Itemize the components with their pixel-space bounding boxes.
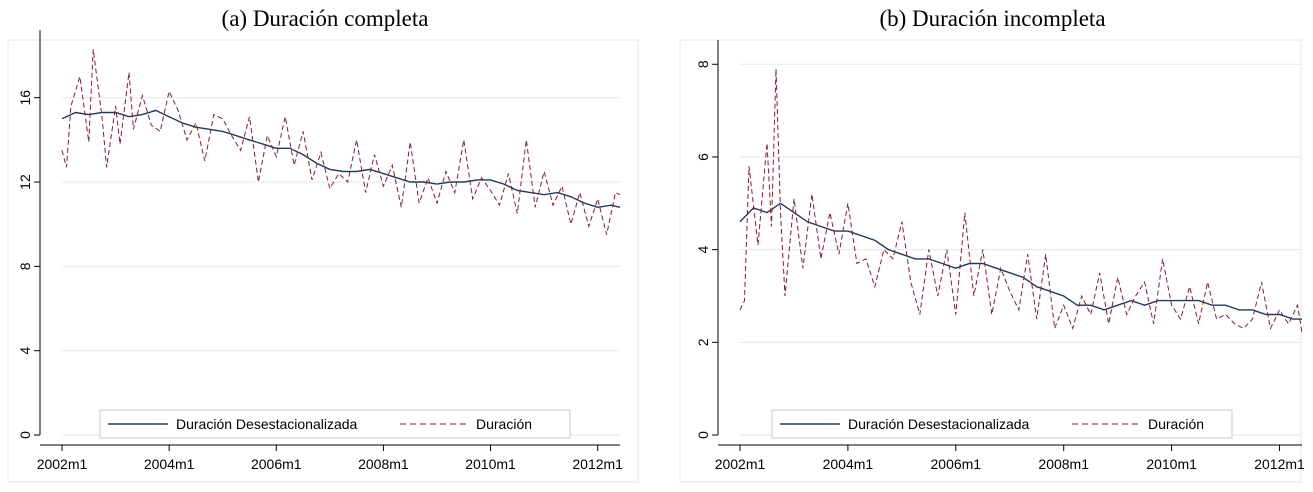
- chart-panel-a: (a) Duración completa 0 4 8 12 16 2002m1 2004m…: [0, 0, 650, 492]
- x-tick-label: 2008m1: [358, 456, 409, 472]
- x-tick-label: 2010m1: [465, 456, 516, 472]
- line-chart-a: 0 4 8 12 16 2002m1 2004m1 2006m1 2008m1 2010m1 201…: [7, 30, 639, 483]
- y-tick-label: 4: [17, 347, 33, 355]
- y-tick-label: 0: [17, 431, 33, 439]
- x-tick-label: 2008m1: [1038, 456, 1089, 472]
- y-tick-label: 0: [695, 431, 711, 439]
- x-tick-label: 2004m1: [823, 456, 874, 472]
- legend-box: [99, 409, 571, 439]
- y-tick-label: 2: [695, 338, 711, 346]
- x-tick-label: 2012m1: [1254, 456, 1305, 472]
- legend-label-0: Duración Desestacionalizada: [848, 416, 1030, 432]
- x-tick-label: 2006m1: [251, 456, 302, 472]
- legend-label-0: Duración Desestacionalizada: [176, 416, 358, 432]
- y-tick-label: 4: [695, 246, 711, 254]
- chart-frame: [7, 39, 639, 483]
- x-tick-label: 2002m1: [715, 456, 766, 472]
- y-tick-label: 12: [17, 174, 33, 190]
- series-line-1: [61, 49, 621, 235]
- legend-box: [771, 409, 1233, 439]
- y-tick-label: 6: [695, 153, 711, 161]
- y-tick-label: 8: [17, 262, 33, 270]
- x-tick-label: 2004m1: [144, 456, 195, 472]
- x-tick-label: 2010m1: [1146, 456, 1197, 472]
- legend-label-1: Duración: [476, 416, 532, 432]
- chart-panel-b: (b) Duración incompleta 0 2 4 6 8 2002m1 2004m…: [672, 0, 1313, 492]
- x-tick-label: 2012m1: [572, 456, 623, 472]
- x-tick-label: 2006m1: [931, 456, 982, 472]
- chart-title: (a) Duración completa: [221, 6, 429, 31]
- y-tick-label: 8: [695, 60, 711, 68]
- legend-label-1: Duración: [1148, 416, 1204, 432]
- x-tick-label: 2002m1: [37, 456, 88, 472]
- chart-title: (b) Duración incompleta: [879, 6, 1106, 31]
- series-line-0: [61, 109, 621, 209]
- line-chart-b: 0 2 4 6 8 2002m1 2004m1 2006m1 2008m1 2010m1 2012m…: [679, 39, 1305, 483]
- y-tick-label: 16: [17, 90, 33, 106]
